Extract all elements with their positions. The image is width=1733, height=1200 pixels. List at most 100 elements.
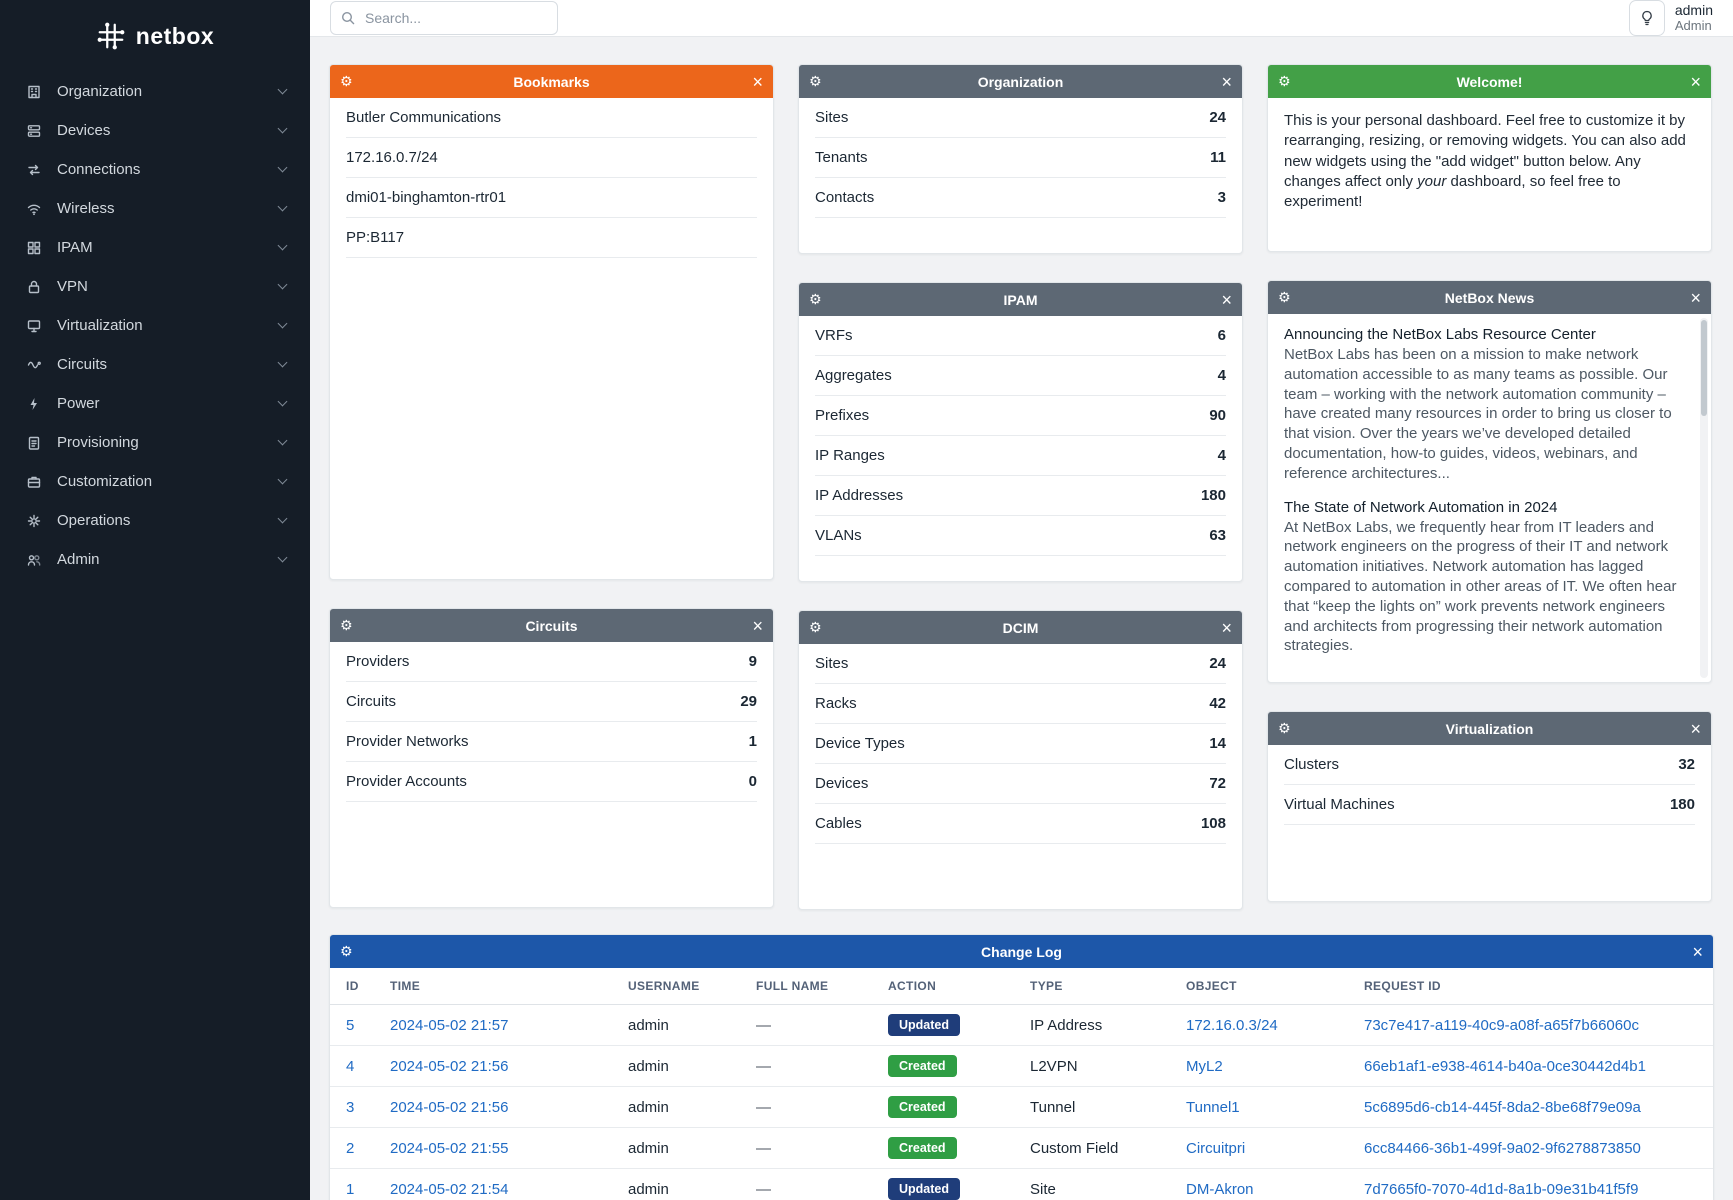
change-id-link[interactable]: 5 (346, 1016, 355, 1034)
sidebar-item-customization[interactable]: Customization (12, 462, 298, 501)
bookmark-item[interactable]: dmi01-binghamton-rtr01 (346, 178, 757, 218)
stat-row[interactable]: Cables 108 (815, 804, 1226, 844)
stat-row[interactable]: VRFs 6 (815, 316, 1226, 356)
scrollbar-thumb[interactable] (1701, 320, 1707, 416)
gear-icon[interactable]: ⚙ (340, 617, 353, 633)
change-request-id-link[interactable]: 73c7e417-a119-40c9-a08f-a65f7b66060c (1364, 1016, 1639, 1034)
change-id-link[interactable]: 1 (346, 1180, 355, 1198)
stat-row[interactable]: Tenants 11 (815, 138, 1226, 178)
widget-title: NetBox News (1444, 289, 1535, 306)
stat-row[interactable]: Device Types 14 (815, 724, 1226, 764)
change-request-id-link[interactable]: 66eb1af1-e938-4614-b40a-0ce30442d4b1 (1364, 1057, 1646, 1075)
sidebar-item-circuits[interactable]: Circuits (12, 345, 298, 384)
netbox-logo[interactable]: netbox (0, 14, 310, 58)
gear-icon[interactable]: ⚙ (1278, 720, 1291, 736)
stat-row[interactable]: Clusters 32 (1284, 745, 1695, 785)
search-input[interactable] (330, 1, 558, 35)
close-icon[interactable]: × (1690, 71, 1701, 92)
theme-toggle-button[interactable] (1628, 0, 1665, 36)
chevron-down-icon (277, 162, 288, 173)
stat-row[interactable]: Prefixes 90 (815, 396, 1226, 436)
stat-row[interactable]: Sites 24 (815, 98, 1226, 138)
close-icon[interactable]: × (1221, 71, 1232, 92)
widget-title: DCIM (1002, 619, 1039, 636)
stat-row[interactable]: Circuits 29 (346, 682, 757, 722)
gear-icon (24, 513, 44, 529)
sidebar-item-ipam[interactable]: IPAM (12, 228, 298, 267)
wave-icon (24, 357, 44, 373)
change-id-link[interactable]: 3 (346, 1098, 355, 1116)
news-article-title[interactable]: Announcing the NetBox Labs Resource Cent… (1284, 326, 1596, 343)
bookmark-item[interactable]: PP:B117 (346, 218, 757, 258)
scrollbar-track[interactable] (1700, 318, 1708, 678)
bookmark-item[interactable]: Butler Communications (346, 98, 757, 138)
stat-row[interactable]: Devices 72 (815, 764, 1226, 804)
close-icon[interactable]: × (752, 71, 763, 92)
stat-row[interactable]: Racks 42 (815, 684, 1226, 724)
sidebar-item-operations[interactable]: Operations (12, 501, 298, 540)
sidebar-item-virtualization[interactable]: Virtualization (12, 306, 298, 345)
change-id-link[interactable]: 4 (346, 1057, 355, 1075)
change-object-link[interactable]: Circuitpri (1186, 1139, 1246, 1157)
change-time-link[interactable]: 2024-05-02 21:55 (390, 1139, 509, 1157)
change-object-link[interactable]: DM-Akron (1186, 1180, 1254, 1198)
change-id-link[interactable]: 2 (346, 1139, 355, 1157)
sidebar-item-connections[interactable]: Connections (12, 150, 298, 189)
change-request-id-link[interactable]: 5c6895d6-cb14-445f-8da2-8be68f79e09a (1364, 1098, 1641, 1116)
change-type: IP Address (1022, 1004, 1178, 1046)
wifi-icon (24, 201, 44, 217)
widget-title: IPAM (1003, 291, 1038, 308)
change-object-link[interactable]: MyL2 (1186, 1057, 1223, 1075)
gear-icon[interactable]: ⚙ (1278, 289, 1291, 305)
gear-icon[interactable]: ⚙ (809, 291, 822, 307)
stat-row[interactable]: Sites 24 (815, 644, 1226, 684)
server-stack-icon (24, 123, 44, 139)
widget-title: Organization (977, 73, 1064, 90)
change-request-id-link[interactable]: 7d7665f0-7070-4d1d-8a1b-09e31b41f5f9 (1364, 1180, 1639, 1198)
change-type: Site (1022, 1168, 1178, 1200)
change-object-link[interactable]: 172.16.0.3/24 (1186, 1016, 1278, 1034)
close-icon[interactable]: × (1221, 289, 1232, 310)
bookmark-item[interactable]: 172.16.0.7/24 (346, 138, 757, 178)
close-icon[interactable]: × (752, 615, 763, 636)
sidebar-item-admin[interactable]: Admin (12, 540, 298, 579)
sidebar-item-devices[interactable]: Devices (12, 111, 298, 150)
monitor-icon (24, 318, 44, 334)
stat-row[interactable]: IP Addresses 180 (815, 476, 1226, 516)
gear-icon[interactable]: ⚙ (340, 943, 353, 959)
user-meta[interactable]: admin Admin (1675, 2, 1713, 33)
bolt-icon (24, 396, 44, 412)
chevron-down-icon (277, 240, 288, 251)
close-icon[interactable]: × (1692, 941, 1703, 962)
stat-row[interactable]: Providers 9 (346, 642, 757, 682)
change-time-link[interactable]: 2024-05-02 21:54 (390, 1180, 509, 1198)
stat-row[interactable]: Virtual Machines 180 (1284, 785, 1695, 825)
gear-icon[interactable]: ⚙ (809, 73, 822, 89)
change-time-link[interactable]: 2024-05-02 21:56 (390, 1098, 509, 1116)
close-icon[interactable]: × (1221, 617, 1232, 638)
sidebar-item-wireless[interactable]: Wireless (12, 189, 298, 228)
changelog-row: 3 2024-05-02 21:56 admin — Created Tunne… (330, 1086, 1713, 1128)
stat-row[interactable]: Provider Networks 1 (346, 722, 757, 762)
change-time-link[interactable]: 2024-05-02 21:57 (390, 1016, 509, 1034)
gear-icon[interactable]: ⚙ (340, 73, 353, 89)
sidebar-item-organization[interactable]: Organization (12, 72, 298, 111)
stat-row[interactable]: Aggregates 4 (815, 356, 1226, 396)
sidebar-item-power[interactable]: Power (12, 384, 298, 423)
stat-row[interactable]: VLANs 63 (815, 516, 1226, 556)
gear-icon[interactable]: ⚙ (809, 619, 822, 635)
sidebar-item-vpn[interactable]: VPN (12, 267, 298, 306)
news-article-title[interactable]: The State of Network Automation in 2024 (1284, 498, 1558, 516)
stat-row[interactable]: Provider Accounts 0 (346, 762, 757, 802)
change-object-link[interactable]: Tunnel1 (1186, 1098, 1240, 1116)
arrows-exchange-icon (24, 162, 44, 178)
close-icon[interactable]: × (1690, 287, 1701, 308)
change-request-id-link[interactable]: 6cc84466-36b1-499f-9a02-9f6278873850 (1364, 1139, 1641, 1157)
stat-row[interactable]: Contacts 3 (815, 178, 1226, 218)
change-time-link[interactable]: 2024-05-02 21:56 (390, 1057, 509, 1075)
sidebar-item-provisioning[interactable]: Provisioning (12, 423, 298, 462)
close-icon[interactable]: × (1690, 718, 1701, 739)
gear-icon[interactable]: ⚙ (1278, 73, 1291, 89)
stat-row[interactable]: IP Ranges 4 (815, 436, 1226, 476)
chevron-down-icon (277, 279, 288, 290)
